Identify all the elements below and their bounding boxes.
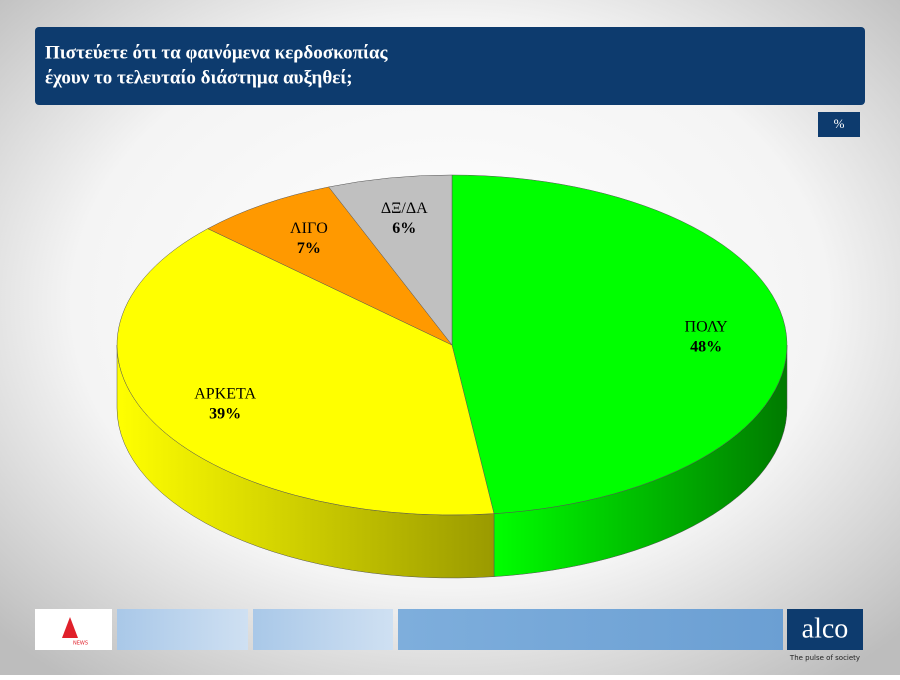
slice xyxy=(328,174,453,346)
tagline: The pulse of society xyxy=(789,654,860,662)
unit-badge-text: % xyxy=(834,116,845,131)
slice-value-label: 48% xyxy=(690,339,722,356)
chart-title: Πιστεύετε ότι τα φαινόμενα κερδοσκοπίας xyxy=(45,42,389,63)
unit-badge xyxy=(818,112,860,137)
footer-band xyxy=(117,609,248,650)
partner-logo xyxy=(62,617,78,638)
slice xyxy=(207,186,453,346)
footer-band xyxy=(398,609,783,650)
header-bar xyxy=(35,27,865,105)
slice-label: ΑΡΚΕΤΑ xyxy=(194,385,256,402)
partner-text: NEWS xyxy=(73,641,88,647)
slice-value-label: 7% xyxy=(297,240,321,257)
slice-label: ΔΞ/ΔΑ xyxy=(381,200,428,217)
slice-label: ΛΙΓΟ xyxy=(290,220,328,237)
pie: ΠΟΛΥ 48% ΑΡΚΕΤΑ 39% ΛΙΓΟ 7% ΔΞ/ΔΑ 6% xyxy=(116,174,788,579)
slice-label: ΠΟΛΥ xyxy=(685,319,729,336)
chart-title: έχουν το τελευταίο διάστημα αυξηθεί; xyxy=(45,67,353,88)
slice-value-label: 39% xyxy=(209,405,241,422)
slice-value-label: 6% xyxy=(392,220,416,237)
slice xyxy=(451,174,788,514)
brand-box xyxy=(787,609,863,650)
brand: alco xyxy=(802,613,849,644)
slice xyxy=(116,228,495,516)
footer-band xyxy=(253,609,393,650)
